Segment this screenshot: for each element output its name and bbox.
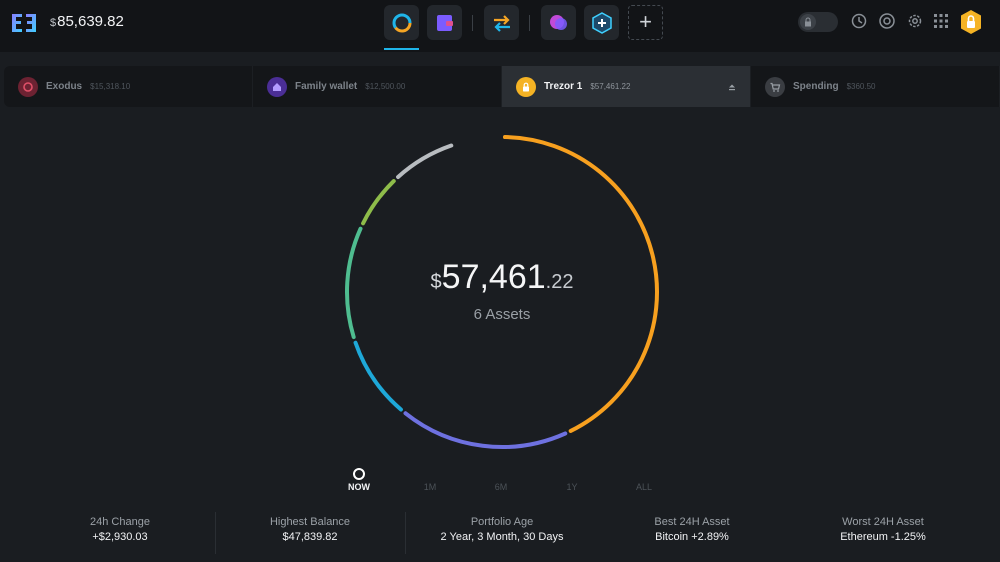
wallet-tab-name: Spending — [793, 81, 839, 92]
stat-value: $47,839.82 — [282, 531, 338, 543]
cart-icon — [765, 76, 785, 97]
nav-apps-button[interactable] — [541, 5, 576, 40]
stat-worst-asset: Worst 24H Asset Ethereum -1.25% — [803, 510, 963, 556]
ring-segment-2[interactable] — [353, 340, 403, 412]
range-1m[interactable]: 1M — [423, 482, 437, 492]
nav-portfolio-button[interactable] — [384, 5, 419, 50]
wallet-tab-family[interactable]: Family wallet $12,500.00 — [253, 66, 502, 107]
timeline-marker[interactable] — [353, 468, 365, 480]
stat-label: Best 24H Asset — [654, 516, 730, 528]
exodus-logo-icon[interactable] — [10, 9, 38, 37]
nav-exchange-button[interactable] — [484, 5, 519, 40]
wallet-tab-balance: $15,318.10 — [90, 82, 131, 91]
top-bar: $85,639.82 — [0, 0, 1000, 52]
portfolio-stats: 24h Change +$2,930.03 Highest Balance $4… — [0, 510, 1000, 562]
portfolio-integer: 57,461 — [441, 258, 546, 296]
stat-portfolio-age: Portfolio Age 2 Year, 3 Month, 30 Days — [412, 510, 592, 556]
portfolio-balance: $57,461.22 — [340, 258, 664, 297]
exodus-icon — [18, 76, 38, 97]
total-balance: $85,639.82 — [50, 13, 124, 30]
support-icon[interactable] — [878, 12, 896, 30]
stat-value: Bitcoin +2.89% — [655, 531, 729, 543]
top-right-tools — [790, 0, 1000, 52]
asset-count: 6 Assets — [473, 306, 531, 323]
nav-separator — [529, 15, 530, 31]
portfolio-currency: $ — [430, 271, 442, 293]
balance-currency: $ — [50, 17, 57, 29]
time-range-selector: NOW 1M 6M 1Y ALL — [0, 466, 1000, 496]
ring-segment-4[interactable] — [361, 179, 396, 226]
history-icon[interactable] — [850, 12, 868, 30]
wallet-tabs: Exodus $15,318.10 Family wallet $12,500.… — [4, 66, 1000, 107]
nav-add-button[interactable]: + — [628, 5, 663, 40]
ring-segment-1[interactable] — [403, 411, 568, 449]
range-6m[interactable]: 6M — [494, 482, 508, 492]
nav-separator — [472, 15, 473, 31]
nav-wallet-button[interactable] — [427, 5, 462, 40]
stat-divider — [215, 512, 216, 554]
nav-add-app-button[interactable] — [584, 5, 619, 40]
lock-toggle[interactable] — [798, 12, 838, 32]
settings-icon[interactable] — [906, 12, 924, 30]
stat-best-asset: Best 24H Asset Bitcoin +2.89% — [612, 510, 772, 556]
ring-segment-5[interactable] — [396, 143, 454, 179]
stat-highest-balance: Highest Balance $47,839.82 — [230, 510, 390, 556]
portfolio-decimal: .22 — [545, 271, 574, 293]
wallet-tab-exodus[interactable]: Exodus $15,318.10 — [4, 66, 253, 107]
stat-label: 24h Change — [90, 516, 150, 528]
stat-label: Worst 24H Asset — [842, 516, 924, 528]
portfolio-ring-chart[interactable] — [340, 130, 664, 454]
balance-value: 85,639.82 — [57, 13, 124, 30]
ring-segment-0[interactable] — [502, 135, 659, 433]
portfolio-ring-icon — [392, 13, 411, 32]
stat-value: 2 Year, 3 Month, 30 Days — [440, 531, 564, 543]
stat-value: Ethereum -1.25% — [840, 531, 926, 543]
wallet-tab-balance: $360.50 — [846, 82, 876, 91]
stat-24h-change: 24h Change +$2,930.03 — [40, 510, 200, 556]
main-nav: + — [384, 5, 664, 51]
stat-value: +$2,930.03 — [92, 531, 148, 543]
stat-divider — [405, 512, 406, 554]
profile-lock-icon[interactable] — [958, 9, 984, 35]
wallet-tab-balance: $12,500.00 — [365, 82, 406, 91]
stat-label: Portfolio Age — [470, 516, 534, 528]
apps-chat-icon — [549, 14, 567, 30]
exchange-arrows-icon — [493, 14, 510, 32]
wallet-tab-trezor[interactable]: Trezor 1 $57,461.22 — [502, 66, 751, 107]
padlock-icon — [800, 14, 816, 30]
eject-icon[interactable] — [728, 83, 736, 91]
stat-label: Highest Balance — [269, 516, 351, 528]
lock-icon — [516, 76, 536, 97]
wallet-tab-name: Trezor 1 — [544, 81, 583, 92]
range-now[interactable]: NOW — [348, 482, 370, 492]
wallet-tab-name: Family wallet — [295, 81, 358, 92]
wallet-tab-spending[interactable]: Spending $360.50 — [751, 66, 1000, 107]
wallet-tab-balance: $57,461.22 — [590, 82, 631, 91]
range-1y[interactable]: 1Y — [566, 482, 578, 492]
ring-segment-3[interactable] — [345, 226, 363, 340]
wallet-tab-name: Exodus — [46, 81, 83, 92]
grid-icon[interactable] — [932, 12, 950, 30]
range-all[interactable]: ALL — [635, 482, 653, 492]
wallet-icon — [436, 14, 453, 31]
home-icon — [267, 76, 287, 97]
hex-plus-icon — [591, 11, 612, 34]
